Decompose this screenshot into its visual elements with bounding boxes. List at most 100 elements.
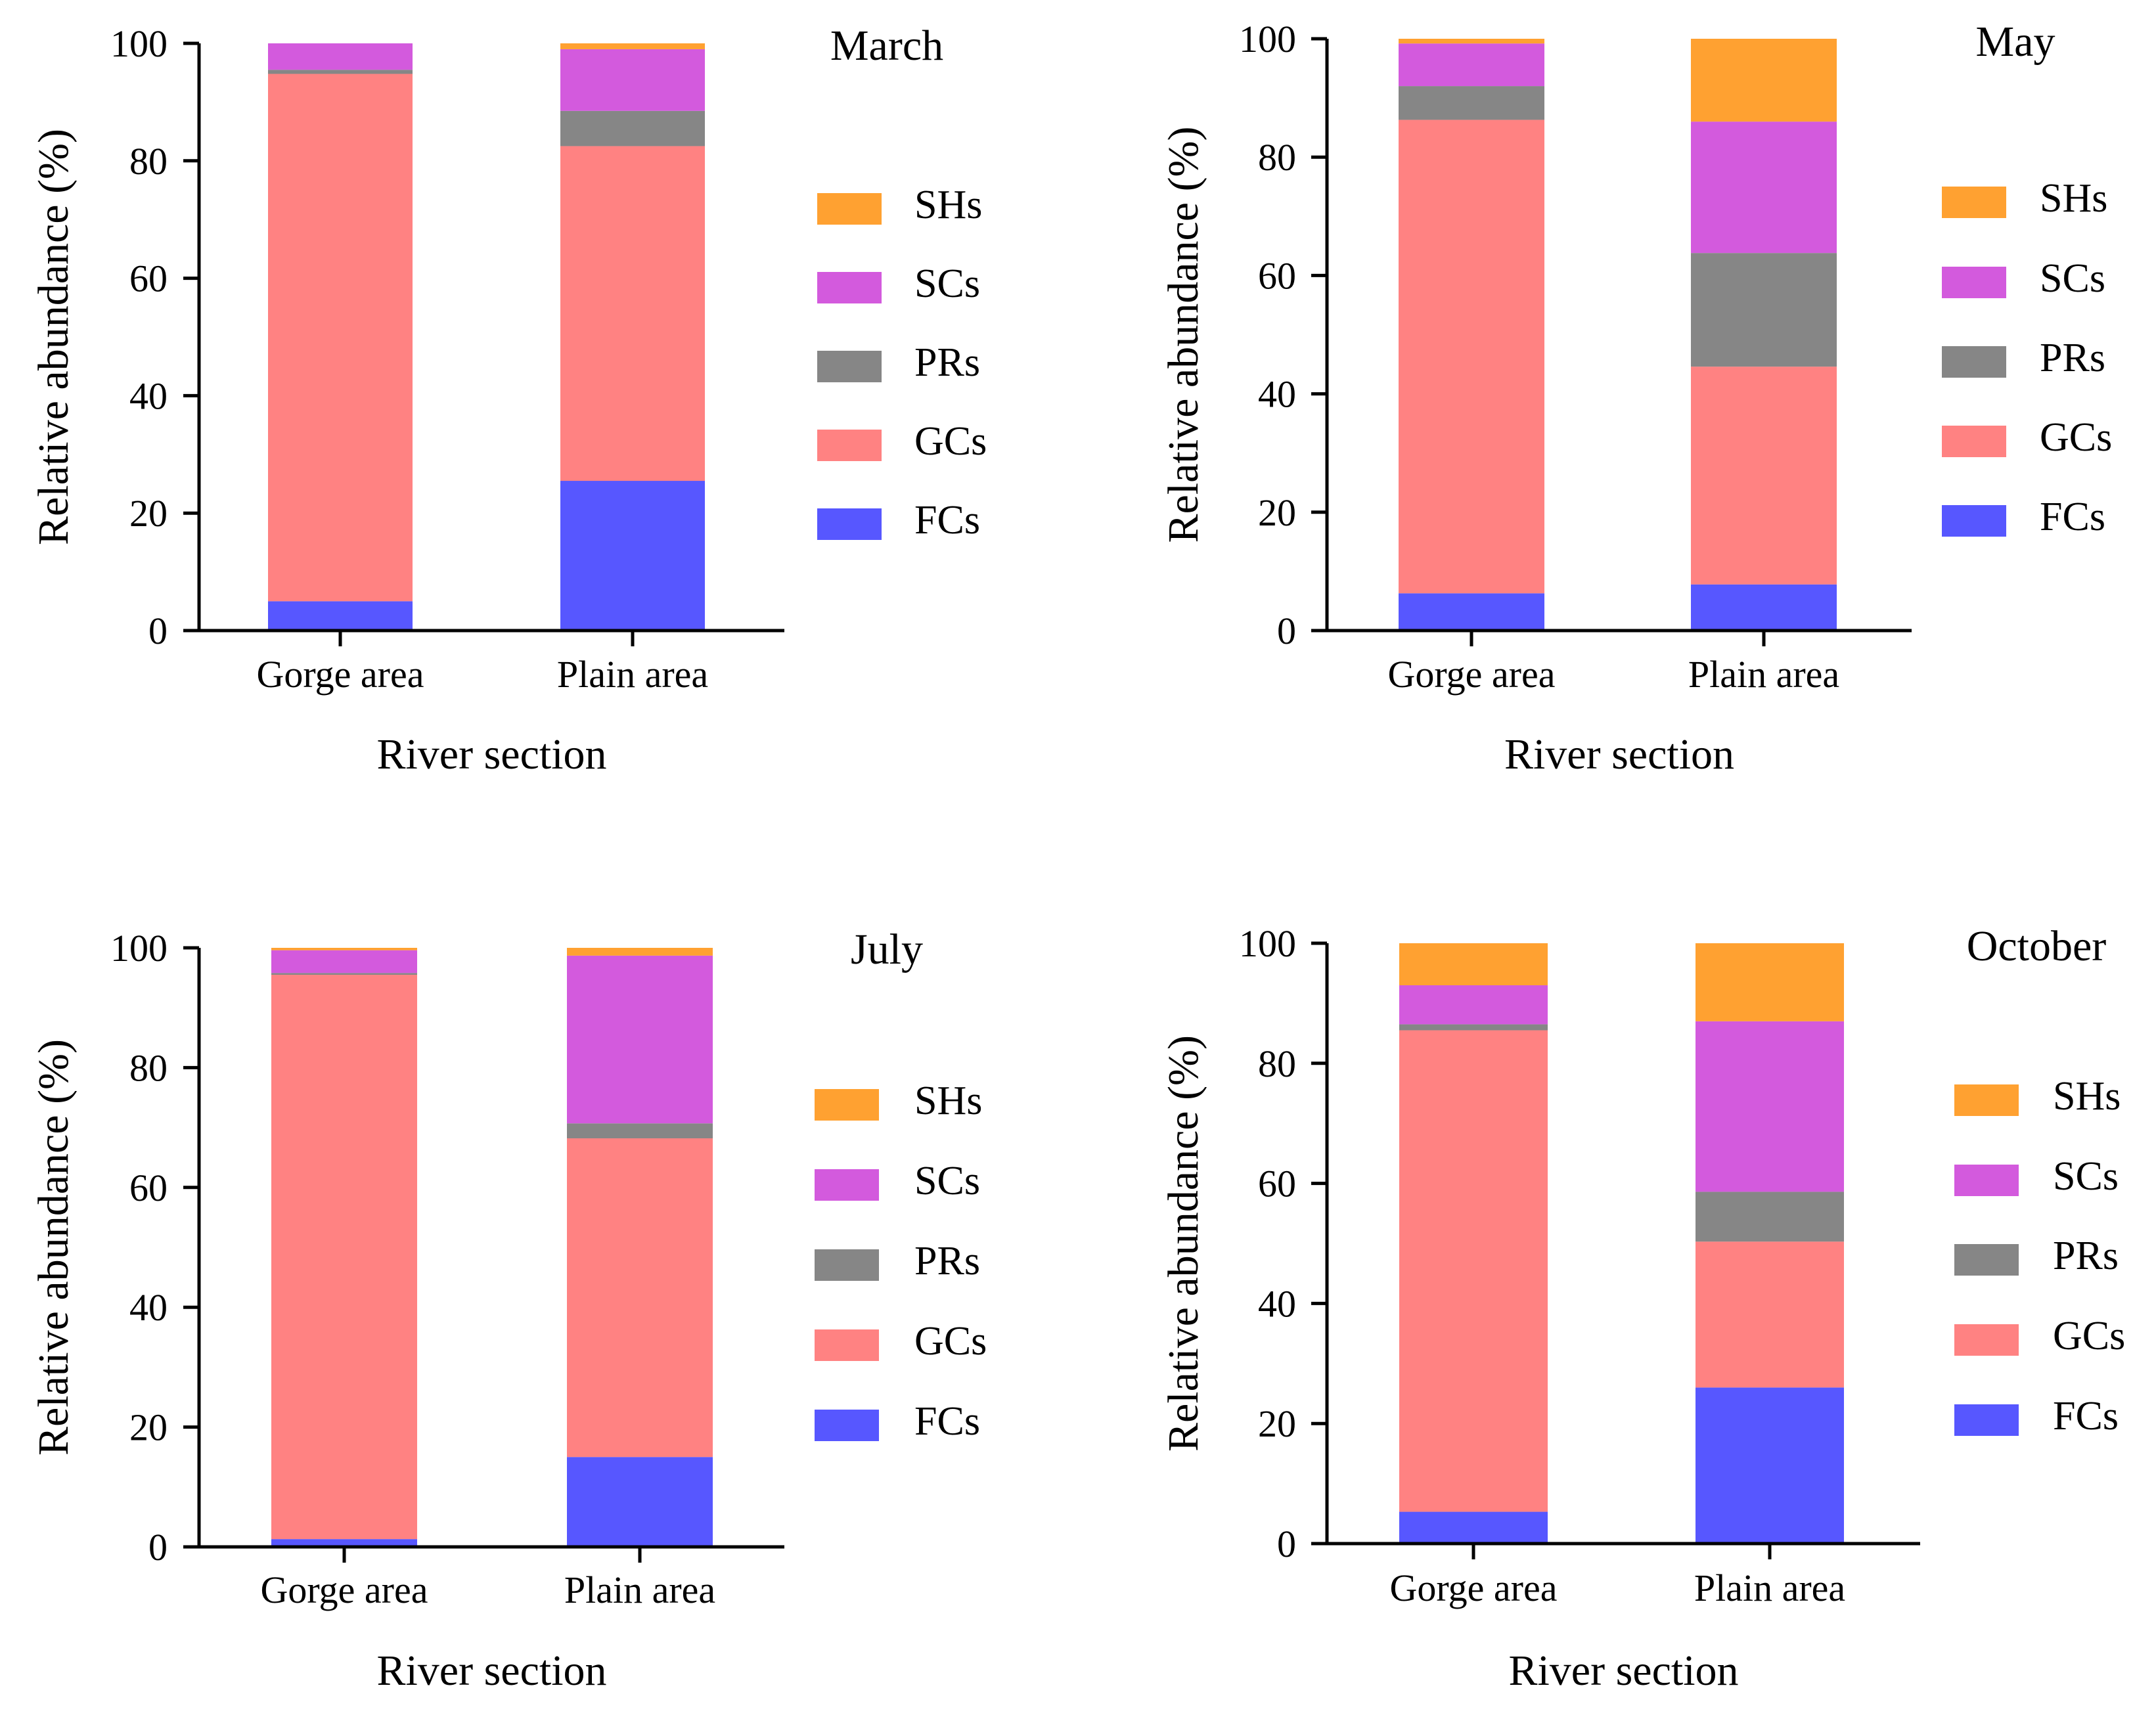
x-axis-title: River section <box>376 1647 606 1695</box>
x-tick-label: Gorge area <box>257 653 424 696</box>
legend-label-gcs: GCs <box>914 1319 987 1364</box>
y-tick-label: 40 <box>129 374 168 417</box>
legend-swatch-gcs <box>815 1329 879 1361</box>
bar-segment-shs-plain-area <box>1691 39 1837 122</box>
legend-label-scs: SCs <box>914 261 980 306</box>
x-axis-title: River section <box>1508 1647 1738 1695</box>
legend-swatch-scs <box>1954 1165 2019 1196</box>
bar-segment-gcs-gorge-area <box>271 975 417 1540</box>
y-tick-label: 20 <box>129 492 168 535</box>
bar-segment-scs-plain-area <box>1696 1021 1844 1192</box>
bar-segment-prs-gorge-area <box>1399 86 1544 120</box>
x-tick-label: Gorge area <box>1388 653 1556 696</box>
bar-segment-prs-plain-area <box>567 1123 713 1139</box>
bar-segment-fcs-plain-area <box>1696 1387 1844 1544</box>
y-tick-label: 80 <box>129 1046 168 1089</box>
legend-label-scs: SCs <box>914 1159 980 1203</box>
legend-swatch-prs <box>1942 346 2006 378</box>
x-tick-label: Plain area <box>1688 653 1839 696</box>
bar-segment-gcs-gorge-area <box>268 74 413 602</box>
bar-segment-prs-plain-area <box>1696 1192 1844 1242</box>
y-tick-label: 20 <box>1258 1402 1296 1445</box>
y-tick-label: 20 <box>129 1406 168 1449</box>
y-tick-label: 100 <box>1239 922 1296 965</box>
bar-segment-fcs-plain-area <box>1691 584 1837 631</box>
y-tick-label: 0 <box>148 610 168 652</box>
legend-swatch-fcs <box>815 1410 879 1441</box>
y-tick-label: 60 <box>129 257 168 300</box>
y-tick-label: 0 <box>148 1526 168 1569</box>
chart-panel-march: 0 20 40 60 80 100 Gorge area Plain area Relative… <box>30 22 987 778</box>
legend-swatch-fcs <box>1942 505 2006 537</box>
legend-swatch-gcs <box>817 430 882 461</box>
legend-label-scs: SCs <box>2053 1154 2119 1199</box>
bar-segment-scs-gorge-area <box>1399 43 1544 87</box>
y-axis-title: Relative abundance (%) <box>30 1039 78 1456</box>
y-tick-label: 80 <box>1258 1042 1296 1085</box>
legend-swatch-prs <box>817 351 882 382</box>
legend-swatch-fcs <box>817 508 882 540</box>
chart-panel-july: 0 20 40 60 80 100 Gorge area Plain area Relative… <box>30 925 987 1695</box>
legend-swatch-fcs <box>1954 1404 2019 1436</box>
bar-segment-prs-plain-area <box>560 110 705 146</box>
y-tick-label: 20 <box>1258 491 1296 534</box>
legend-label-prs: PRs <box>914 340 980 385</box>
y-axis-title: Relative abundance (%) <box>30 129 78 545</box>
legend-label-fcs: FCs <box>914 498 980 543</box>
y-tick-label: 40 <box>1258 1282 1296 1325</box>
legend-label-gcs: GCs <box>914 419 987 464</box>
bar-segment-scs-gorge-area <box>268 43 413 70</box>
legend-swatch-gcs <box>1942 426 2006 457</box>
bar-segment-fcs-gorge-area <box>1399 593 1544 631</box>
bar-segment-fcs-gorge-area <box>1399 1511 1548 1544</box>
x-tick-label: Plain area <box>557 653 708 696</box>
bar-segment-scs-plain-area <box>567 955 713 1124</box>
y-tick-label: 40 <box>1258 373 1296 416</box>
bar-segment-prs-gorge-area <box>268 70 413 74</box>
bar-segment-prs-plain-area <box>1691 253 1837 367</box>
bar-segment-shs-plain-area <box>567 948 713 956</box>
panel-title: May <box>1976 18 2055 66</box>
legend-label-fcs: FCs <box>2053 1394 2119 1438</box>
legend-swatch-shs <box>1954 1084 2019 1116</box>
bar-segment-gcs-plain-area <box>1696 1241 1844 1388</box>
legend-label-scs: SCs <box>2040 256 2105 301</box>
bar-segment-scs-plain-area <box>1691 122 1837 254</box>
legend-label-prs: PRs <box>2040 336 2105 380</box>
legend-label-gcs: GCs <box>2053 1314 2125 1358</box>
legend-swatch-scs <box>817 272 882 303</box>
bar-segment-shs-gorge-area <box>271 948 417 950</box>
legend-swatch-prs <box>815 1249 879 1281</box>
legend-label-shs: SHs <box>914 183 982 227</box>
legend-swatch-shs <box>815 1089 879 1121</box>
bar-segment-shs-gorge-area <box>1399 943 1548 985</box>
legend-label-fcs: FCs <box>2040 495 2105 539</box>
bar-segment-prs-gorge-area <box>1399 1024 1548 1031</box>
bar-segment-gcs-plain-area <box>567 1138 713 1458</box>
y-tick-label: 60 <box>1258 254 1296 297</box>
chart-panel-october: 0 20 40 60 80 100 Gorge area Plain area Relative… <box>1159 922 2125 1695</box>
bar-segment-gcs-plain-area <box>560 146 705 481</box>
x-tick-label: Gorge area <box>261 1569 428 1611</box>
bar-segment-prs-gorge-area <box>271 973 417 975</box>
legend-swatch-gcs <box>1954 1324 2019 1356</box>
x-axis-title: River section <box>376 730 606 778</box>
x-axis-title: River section <box>1504 730 1734 778</box>
panel-title: October <box>1967 922 2107 970</box>
legend-label-prs: PRs <box>914 1239 980 1283</box>
bar-segment-scs-plain-area <box>560 49 705 111</box>
legend-label-fcs: FCs <box>914 1399 980 1444</box>
bar-segment-shs-gorge-area <box>1399 39 1544 44</box>
legend-label-prs: PRs <box>2053 1234 2119 1278</box>
bar-segment-shs-plain-area <box>1696 943 1844 1021</box>
y-tick-label: 100 <box>1239 18 1296 60</box>
chart-panel-may: 0 20 40 60 80 100 Gorge area Plain area Relative… <box>1159 18 2112 778</box>
bar-segment-fcs-plain-area <box>560 481 705 631</box>
legend-swatch-scs <box>1942 267 2006 298</box>
y-tick-label: 40 <box>129 1286 168 1329</box>
bar-segment-fcs-gorge-area <box>268 601 413 631</box>
legend-label-shs: SHs <box>2053 1074 2121 1119</box>
x-tick-label: Plain area <box>1694 1567 1845 1609</box>
legend-swatch-shs <box>1942 187 2006 218</box>
